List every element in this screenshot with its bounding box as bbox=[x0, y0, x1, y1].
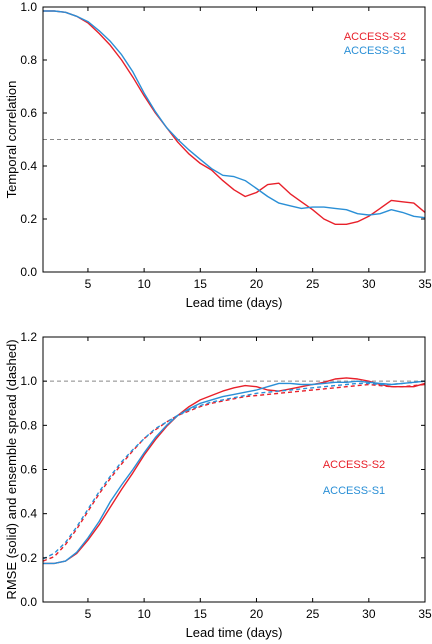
y-axis-label: Temporal correlation bbox=[4, 81, 19, 199]
y-tick-label: 0.2 bbox=[20, 551, 37, 565]
series-line-3 bbox=[42, 380, 426, 560]
rmse-panel: 5 10 15 20 25 30 35 0.0 0.2 0.4 0.6 0.8 1.0 1.2 Lead t… bbox=[4, 330, 432, 640]
plot-frame bbox=[42, 6, 426, 273]
legend-entry: ACCESS-S1 bbox=[323, 485, 385, 497]
correlation-panel: 5 10 15 20 25 30 35 0.0 0.2 0.4 0.6 0.8 1.0 Lead time… bbox=[4, 0, 432, 310]
legend-entry: ACCESS-S2 bbox=[344, 31, 406, 43]
x-tick-label: 25 bbox=[306, 607, 320, 621]
x-tick-label: 5 bbox=[85, 277, 92, 291]
series-line-2 bbox=[42, 383, 426, 562]
y-tick-label: 1.0 bbox=[20, 374, 37, 388]
y-tick-label: 1.2 bbox=[20, 330, 37, 344]
legend-entry: ACCESS-S1 bbox=[344, 45, 406, 57]
x-axis-label: Lead time (days) bbox=[186, 295, 283, 310]
x-tick-label: 20 bbox=[250, 607, 264, 621]
x-tick-label: 10 bbox=[137, 607, 151, 621]
y-tick-label: 0.8 bbox=[20, 418, 37, 432]
y-tick-label: 0.2 bbox=[20, 212, 37, 226]
series-line-0 bbox=[43, 377, 426, 565]
legend-entry: ACCESS-S2 bbox=[323, 459, 385, 471]
y-tick-label: 0.0 bbox=[20, 595, 37, 609]
series-line-1 bbox=[43, 380, 426, 565]
x-tick-label: 30 bbox=[362, 607, 376, 621]
x-tick-label: 35 bbox=[418, 607, 432, 621]
x-tick-label: 15 bbox=[194, 277, 208, 291]
y-tick-label: 0.4 bbox=[20, 159, 37, 173]
x-axis-label: Lead time (days) bbox=[186, 625, 283, 640]
y-axis-label: RMSE (solid) and ensemble spread (dashed… bbox=[4, 339, 19, 599]
y-tick-label: 0.6 bbox=[20, 106, 37, 120]
series-line-0 bbox=[43, 10, 426, 225]
series-line-1 bbox=[43, 10, 426, 219]
x-tick-label: 35 bbox=[418, 277, 432, 291]
y-tick-label: 1.0 bbox=[20, 0, 37, 14]
x-tick-label: 15 bbox=[194, 607, 208, 621]
x-tick-label: 20 bbox=[250, 277, 264, 291]
y-tick-label: 0.6 bbox=[20, 463, 37, 477]
x-tick-label: 5 bbox=[85, 607, 92, 621]
y-tick-label: 0.0 bbox=[20, 265, 37, 279]
y-tick-label: 0.4 bbox=[20, 507, 37, 521]
x-tick-label: 30 bbox=[362, 277, 376, 291]
y-tick-label: 0.8 bbox=[20, 53, 37, 67]
x-tick-label: 10 bbox=[137, 277, 151, 291]
x-tick-label: 25 bbox=[306, 277, 320, 291]
